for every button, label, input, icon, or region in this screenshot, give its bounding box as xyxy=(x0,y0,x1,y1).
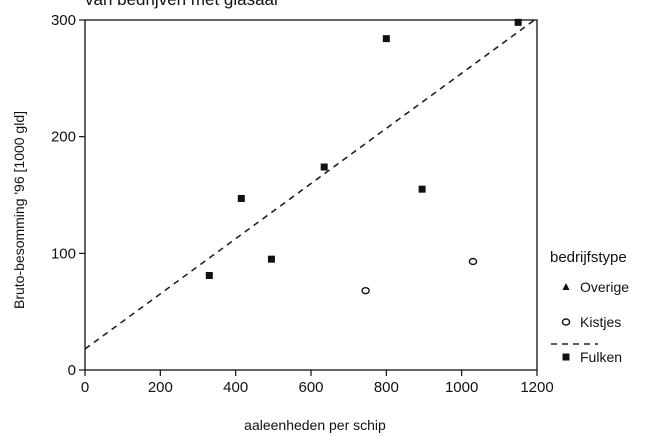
x-tick-label: 600 xyxy=(298,379,323,396)
legend: bedrijfstype Overige Kistjes Fulken xyxy=(550,249,629,365)
data-point-fulken xyxy=(237,195,245,202)
legend-label-kistjes: Kistjes xyxy=(580,314,621,330)
data-point-fulken xyxy=(205,272,213,279)
legend-marker-fulken xyxy=(562,353,570,361)
legend-label-fulken: Fulken xyxy=(580,349,622,365)
x-tick-label: 800 xyxy=(374,379,399,396)
y-axis-title: Bruto-besomming '96 [1000 gld] xyxy=(11,111,27,309)
x-tick-label: 0 xyxy=(81,379,89,396)
x-tick-label: 200 xyxy=(148,379,173,396)
legend-title: bedrijfstype xyxy=(550,249,627,266)
y-tick-label: 200 xyxy=(51,129,76,146)
data-point-fulken xyxy=(267,255,275,263)
y-tick-label: 300 xyxy=(51,12,76,29)
data-points xyxy=(205,18,522,295)
y-tick-label: 0 xyxy=(68,362,76,379)
legend-marker-kistjes xyxy=(561,318,571,326)
data-point-fulken xyxy=(320,163,328,171)
y-tick-label: 100 xyxy=(51,245,76,262)
x-tick-label: 1200 xyxy=(520,379,553,396)
x-axis: 0 200 400 600 800 1000 1200 xyxy=(81,370,554,396)
x-tick-label: 1000 xyxy=(445,379,478,396)
data-point-fulken xyxy=(382,35,390,43)
data-point-fulken xyxy=(418,185,426,193)
data-point-kistjes xyxy=(361,286,370,295)
y-axis: 0 100 200 300 xyxy=(51,12,85,379)
chart-title: van bedrijven met glasaal xyxy=(85,0,278,9)
x-axis-title: aaleenheden per schip xyxy=(244,417,386,433)
data-point-fulken xyxy=(514,18,522,26)
plot-frame xyxy=(84,19,538,371)
x-tick-label: 400 xyxy=(223,379,248,396)
trend-line xyxy=(84,17,538,350)
data-point-kistjes xyxy=(468,257,478,266)
legend-label-overige: Overige xyxy=(580,279,629,295)
legend-marker-overige xyxy=(562,283,570,290)
